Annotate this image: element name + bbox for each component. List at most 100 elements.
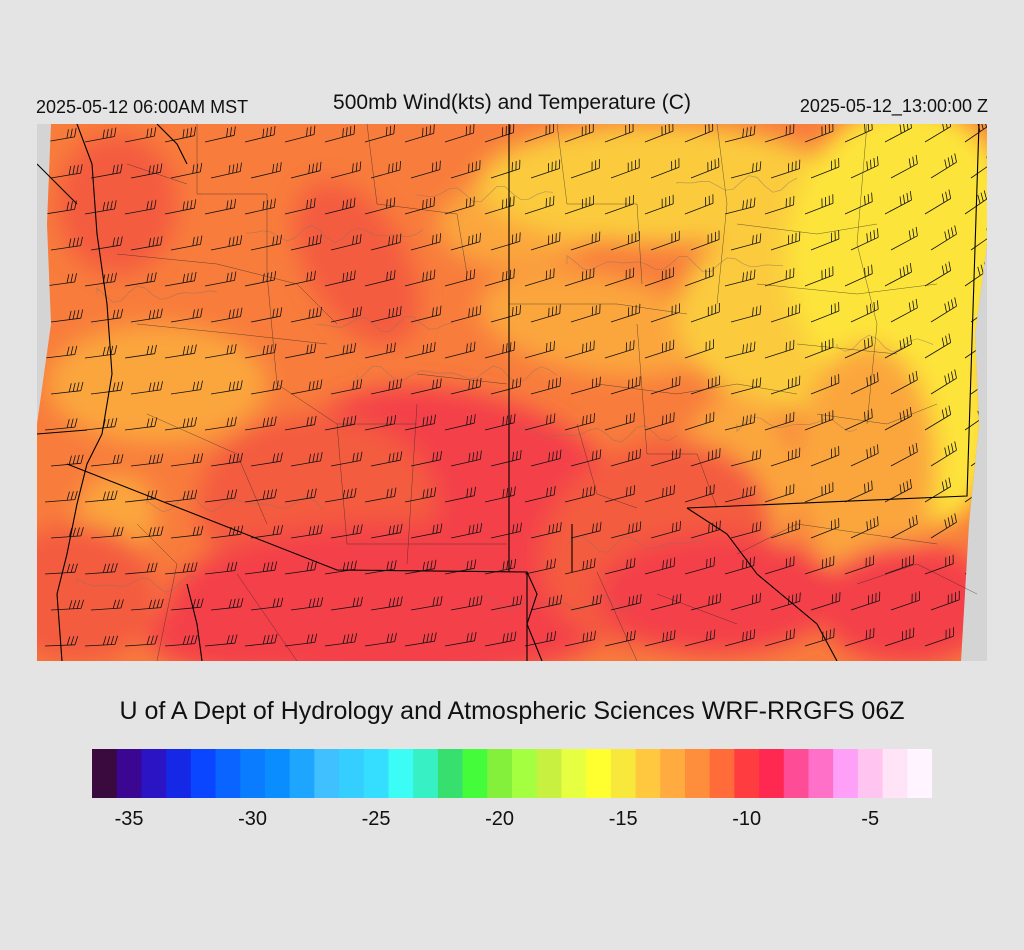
wind-barb xyxy=(450,595,483,611)
wind-barb xyxy=(804,410,834,431)
colorbar-tick-label: -10 xyxy=(732,808,762,830)
wind-barb xyxy=(964,190,987,215)
wind-barb xyxy=(970,156,987,179)
wind-barb xyxy=(250,234,282,251)
wind-barb xyxy=(850,591,881,611)
wind-barb xyxy=(44,490,78,503)
wind-barb xyxy=(850,228,879,251)
wind-barb xyxy=(330,524,363,539)
isotherm-contour xyxy=(676,175,798,193)
wind-barb xyxy=(124,127,157,143)
wind-barb xyxy=(284,560,317,575)
colorbar-swatch xyxy=(783,749,810,798)
wind-barb xyxy=(450,450,482,467)
wind-barb xyxy=(90,526,124,539)
wind-barb xyxy=(804,194,834,215)
isotherm-contour xyxy=(246,224,424,243)
wind-barb xyxy=(770,447,801,467)
wind-barb xyxy=(724,125,756,143)
wind-barb xyxy=(724,413,756,431)
wind-barb xyxy=(244,488,277,503)
colorbar-swatch xyxy=(314,749,340,798)
wind-barb xyxy=(764,411,795,431)
wind-barb xyxy=(724,197,756,215)
colorbar-swatch xyxy=(141,749,167,798)
colorbar-swatch xyxy=(561,749,587,798)
wind-barb xyxy=(364,487,397,503)
wind-barb xyxy=(810,445,840,467)
wind-barb xyxy=(810,301,840,323)
wind-barb xyxy=(684,629,716,647)
colorbar-tick-label: -35 xyxy=(114,808,144,830)
wind-barb xyxy=(764,483,795,503)
wind-barb xyxy=(364,197,396,215)
isotherm-contour xyxy=(76,575,198,593)
wind-barb xyxy=(570,159,600,179)
wind-barb xyxy=(804,628,835,647)
wind-barb xyxy=(804,124,834,143)
wind-barb xyxy=(290,524,323,539)
colorbar-swatch xyxy=(363,749,390,798)
wind-barb xyxy=(84,127,117,143)
wind-barb xyxy=(650,375,681,395)
wind-barb xyxy=(330,596,363,611)
colorbar-swatch xyxy=(92,749,118,798)
wind-barb xyxy=(330,233,362,251)
wind-barb xyxy=(484,631,517,647)
wind-barb xyxy=(124,417,158,431)
wind-barb xyxy=(850,372,879,395)
temperature-wind-map xyxy=(37,124,987,661)
isotherm-contour xyxy=(566,254,783,273)
wind-barb xyxy=(764,556,795,575)
wind-barb xyxy=(804,482,834,503)
wind-barb xyxy=(244,125,276,143)
wind-barb xyxy=(804,555,835,575)
colorbar-swatch xyxy=(857,749,884,798)
wind-barb xyxy=(644,412,675,431)
wind-barb xyxy=(370,160,401,179)
wind-barb xyxy=(210,307,243,323)
wind-barb xyxy=(770,159,801,179)
wind-barb xyxy=(770,592,801,611)
wind-barb xyxy=(930,153,957,179)
colorbar-swatch xyxy=(882,749,908,798)
wind-barb xyxy=(644,339,675,359)
wind-barb xyxy=(84,345,118,359)
wind-barb xyxy=(530,304,561,323)
wind-barb xyxy=(804,266,834,287)
wind-barb xyxy=(530,594,562,611)
colorbar-swatch xyxy=(610,749,637,798)
wind-barb xyxy=(810,373,840,395)
colorbar-swatch xyxy=(388,749,414,798)
wind-barb xyxy=(204,126,236,143)
wind-barb xyxy=(450,377,482,395)
wind-barb xyxy=(564,558,596,575)
wind-barb xyxy=(170,453,204,467)
wind-barb xyxy=(564,485,596,503)
wind-barb xyxy=(404,414,436,431)
wind-barb xyxy=(90,381,124,395)
wind-barb xyxy=(604,630,636,647)
wind-barb xyxy=(284,633,318,647)
wind-barb xyxy=(330,306,362,323)
wind-barb xyxy=(844,555,875,575)
wind-barb xyxy=(170,380,203,395)
colorbar-swatch xyxy=(660,749,686,798)
colorbar-swatch xyxy=(833,749,859,798)
wind-barb xyxy=(564,195,594,215)
wind-barb xyxy=(764,267,795,287)
wind-barb xyxy=(924,261,952,287)
wind-barb xyxy=(164,417,197,431)
colorbar-swatch xyxy=(413,749,439,798)
wind-barb xyxy=(524,631,557,647)
wind-barb xyxy=(130,453,164,467)
wind-barb xyxy=(844,264,873,287)
wind-barb xyxy=(884,407,912,431)
wind-barb xyxy=(850,516,879,539)
wind-barb xyxy=(130,381,163,395)
wind-barb xyxy=(650,303,680,323)
wind-barb xyxy=(204,344,237,359)
colorbar-swatch xyxy=(734,749,760,798)
wind-barb xyxy=(404,269,436,287)
wind-barb xyxy=(164,199,197,215)
